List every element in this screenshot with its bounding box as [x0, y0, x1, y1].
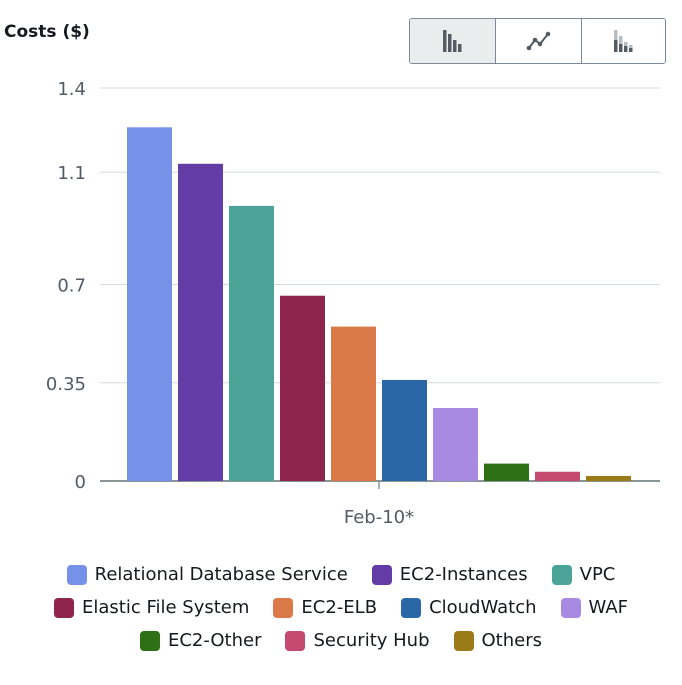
y-tick-label: 1.4 — [57, 79, 86, 100]
legend-row: EC2-Other Security Hub Others — [0, 624, 682, 657]
bar-cloudwatch — [382, 379, 427, 481]
legend-item[interactable]: CloudWatch — [401, 597, 537, 618]
legend-label: Relational Database Service — [94, 564, 348, 585]
line-chart-icon — [526, 31, 550, 51]
bar-chart: 1.4 1.1 0.7 0.35 0 Feb-10* — [46, 79, 660, 528]
chart-legend: Relational Database Service EC2-Instances… — [0, 558, 682, 657]
bar-ec2-elb — [331, 326, 376, 481]
legend-item[interactable]: EC2-Other — [139, 630, 262, 651]
legend-item[interactable]: EC2-Instances — [371, 564, 528, 585]
legend-swatch — [401, 597, 422, 618]
bar-waf — [433, 408, 478, 481]
legend-label: Elastic File System — [81, 597, 250, 618]
bar-chart-button[interactable] — [410, 19, 496, 63]
y-tick-label: 0 — [75, 472, 86, 493]
legend-item[interactable]: Elastic File System — [53, 597, 250, 618]
legend-swatch — [139, 630, 160, 651]
legend-swatch — [273, 597, 294, 618]
x-tick-label: Feb-10* — [344, 507, 414, 528]
legend-row: Elastic File System EC2-ELB CloudWatch WAF — [0, 591, 682, 624]
legend-swatch — [551, 564, 572, 585]
legend-swatch — [371, 564, 392, 585]
legend-item[interactable]: EC2-ELB — [273, 597, 377, 618]
chart-type-toggle — [409, 18, 666, 64]
bar-elastic-file-system — [280, 295, 325, 481]
legend-swatch — [453, 630, 474, 651]
legend-item[interactable]: Security Hub — [285, 630, 430, 651]
stacked-bar-chart-icon — [613, 30, 632, 52]
legend-label: CloudWatch — [429, 597, 537, 618]
bar-ec2-instances — [178, 163, 223, 482]
legend-swatch — [285, 630, 306, 651]
legend-swatch — [66, 564, 87, 585]
legend-swatch — [53, 597, 74, 618]
legend-item[interactable]: Others — [453, 630, 543, 651]
bar-others — [586, 475, 631, 481]
y-tick-label: 0.35 — [46, 374, 86, 395]
legend-swatch — [560, 597, 581, 618]
stacked-bar-chart-button[interactable] — [582, 19, 665, 63]
legend-label: VPC — [579, 564, 616, 585]
legend-item[interactable]: Relational Database Service — [66, 564, 348, 585]
y-tick-label: 1.1 — [57, 163, 86, 184]
chart-title: Costs ($) — [4, 22, 90, 42]
line-chart-button[interactable] — [496, 19, 582, 63]
bar-security-hub — [535, 471, 580, 481]
y-tick-label: 0.7 — [57, 276, 86, 297]
bar-chart-icon — [442, 30, 461, 52]
legend-item[interactable]: VPC — [551, 564, 616, 585]
legend-item[interactable]: WAF — [560, 597, 629, 618]
legend-label: Others — [481, 630, 543, 651]
legend-label: Security Hub — [313, 630, 430, 651]
bar-ec2-other — [484, 463, 529, 481]
bar-vpc — [229, 205, 274, 481]
bar-relational-database-service — [127, 127, 172, 482]
legend-row: Relational Database Service EC2-Instances… — [0, 558, 682, 591]
legend-label: EC2-Instances — [399, 564, 528, 585]
legend-label: WAF — [588, 597, 629, 618]
legend-label: EC2-ELB — [301, 597, 378, 618]
legend-label: EC2-Other — [167, 630, 262, 651]
